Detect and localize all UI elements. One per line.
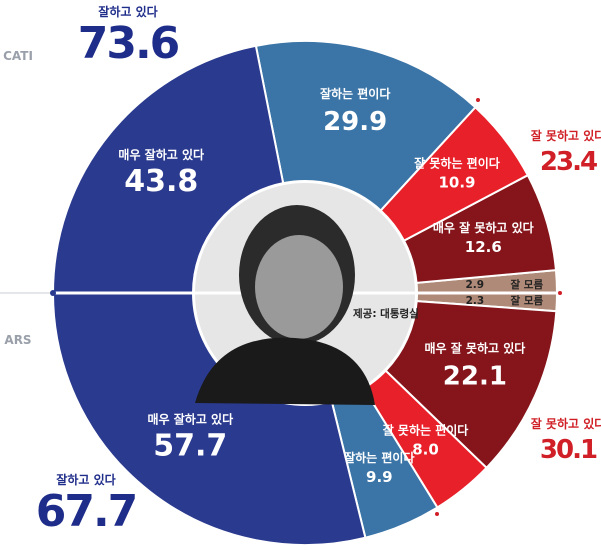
slice-value-ars: 57.7	[153, 428, 227, 463]
slice-label-cati: 잘하는 편이다	[320, 86, 390, 101]
portrait-body	[195, 337, 375, 405]
slice-value-ars: 9.9	[366, 468, 393, 486]
slice-label-cati: 매우 잘 못하고 있다	[433, 220, 534, 235]
slice-ars-매우-잘-못하고-있다	[384, 300, 558, 470]
ars-negative-value: 30.1	[540, 435, 597, 465]
slice-label-ars: 잘 못하는 편이다	[383, 422, 469, 437]
slice-label-ars: 잘하는 편이다	[344, 450, 414, 465]
value-dk-cati: 2.9	[465, 279, 484, 291]
slice-label-ars: 매우 잘하고 있다	[147, 411, 233, 426]
marker-dot-left	[50, 290, 56, 296]
ars-negative-label: 잘 못하고 있다	[531, 416, 601, 431]
slice-cati-매우-잘하고-있다	[51, 44, 285, 294]
label-dk-ars: 잘 모름	[511, 295, 544, 307]
slice-value-ars: 22.1	[443, 362, 507, 392]
cati-negative-value: 23.4	[540, 147, 597, 177]
slice-value-cati: 29.9	[323, 107, 387, 137]
slice-value-cati: 12.6	[465, 238, 502, 256]
ars-positive-label: 잘하고 있다	[56, 472, 115, 487]
marker-dot-top-right	[476, 98, 480, 102]
marker-dot-bottom-right	[435, 512, 439, 516]
ars-positive-value: 67.7	[36, 486, 137, 537]
cati-tag: CATI	[3, 49, 33, 63]
marker-dot-right	[558, 291, 562, 295]
cati-negative-label: 잘 못하고 있다	[531, 128, 601, 143]
slice-label-cati: 매우 잘하고 있다	[118, 147, 204, 162]
portrait-image	[195, 205, 375, 405]
value-dk-ars: 2.3	[466, 295, 485, 307]
label-dk-cati: 잘 모름	[510, 279, 543, 291]
portrait-face	[255, 235, 343, 339]
cati-positive-label: 잘하고 있다	[98, 4, 157, 19]
slice-label-ars: 매우 잘 못하고 있다	[424, 341, 525, 356]
cati-positive-value: 73.6	[78, 18, 179, 69]
slice-value-cati: 43.8	[124, 164, 198, 199]
slice-value-cati: 10.9	[438, 174, 475, 192]
slice-value-ars: 8.0	[412, 440, 439, 458]
slice-cati-잘하는-편이다	[254, 40, 477, 212]
photo-caption: 제공: 대통령실	[353, 307, 419, 320]
ars-tag: ARS	[4, 333, 31, 347]
slice-label-cati: 잘 못하는 편이다	[414, 156, 500, 171]
